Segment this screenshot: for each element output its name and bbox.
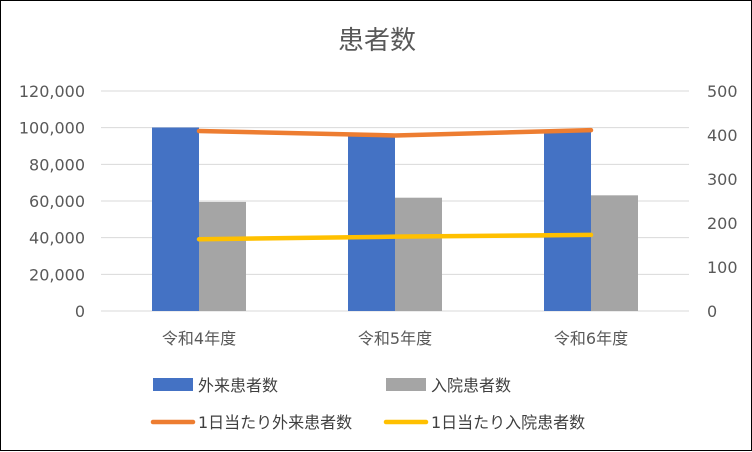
y-left-tick-label: 20,000 <box>29 265 85 284</box>
legend: 外来患者数 入院患者数 1日当たり外来患者数 1日当たり入院患者数 <box>150 376 585 432</box>
y-right-tick-label: 0 <box>707 302 717 321</box>
bar <box>591 195 638 311</box>
legend-swatch <box>153 378 193 391</box>
y-left-tick-label: 100,000 <box>19 119 85 138</box>
legend-label: 1日当たり外来患者数 <box>198 413 352 432</box>
bars <box>152 127 638 311</box>
y-left-tick-label: 60,000 <box>29 192 85 211</box>
legend-label: 入院患者数 <box>431 376 511 395</box>
bar <box>395 197 442 311</box>
series-lines <box>196 127 594 242</box>
bar <box>152 127 199 311</box>
legend-label: 外来患者数 <box>198 376 278 395</box>
series-line <box>196 127 594 138</box>
y-left-tick-label: 80,000 <box>29 155 85 174</box>
y-axis-right: 0 100 200 300 400 500 <box>707 82 738 321</box>
y-right-tick-label: 500 <box>707 82 738 101</box>
chart-title: 患者数 <box>338 26 416 56</box>
x-tick-label: 令和5年度 <box>358 329 432 348</box>
x-axis: 令和4年度 令和5年度 令和6年度 <box>162 329 628 348</box>
series-line <box>196 232 594 242</box>
x-tick-label: 令和4年度 <box>162 329 236 348</box>
x-tick-label: 令和6年度 <box>554 329 628 348</box>
y-left-tick-label: 40,000 <box>29 229 85 248</box>
y-right-tick-label: 200 <box>707 214 738 233</box>
y-right-tick-label: 100 <box>707 258 738 277</box>
y-right-tick-label: 300 <box>707 170 738 189</box>
y-axis-left: 0 20,000 40,000 60,000 80,000 100,000 120,000 <box>19 82 85 321</box>
bar <box>348 136 395 311</box>
y-left-tick-label: 120,000 <box>19 82 85 101</box>
legend-swatch <box>386 378 426 391</box>
y-right-tick-label: 400 <box>707 126 738 145</box>
bar <box>544 130 591 311</box>
legend-label: 1日当たり入院患者数 <box>431 413 585 432</box>
y-left-tick-label: 0 <box>75 302 85 321</box>
bar <box>199 201 246 311</box>
